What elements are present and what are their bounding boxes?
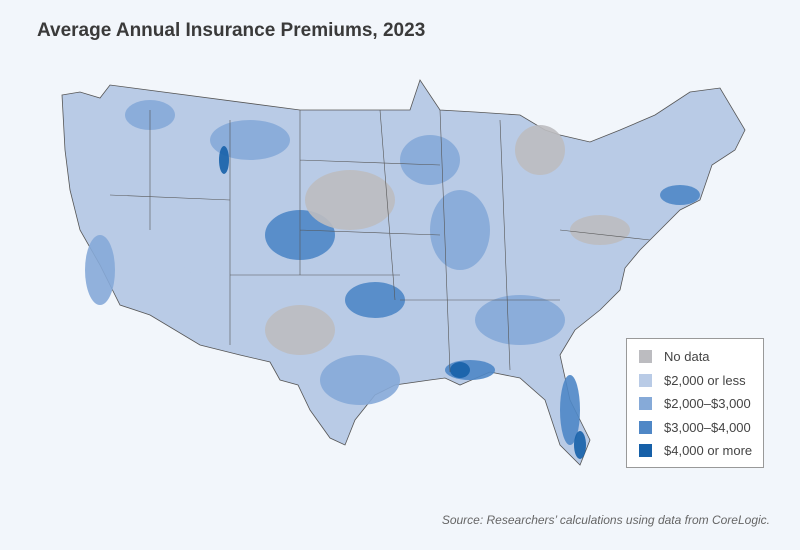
legend-item-no-data: No data [639, 345, 763, 369]
legend-item-4000-or-more: $4,000 or more [639, 439, 763, 463]
map-title: Average Annual Insurance Premiums, 2023 [37, 20, 426, 41]
legend-swatch [639, 397, 652, 411]
legend-label: $2,000–$3,000 [664, 396, 751, 412]
state-borders [109, 109, 651, 373]
legend: No data $2,000 or less $2,000–$3,000 $3,… [626, 338, 764, 468]
legend-swatch [639, 444, 652, 458]
us-outline [61, 79, 746, 466]
source-note: Source: Researchers’ calculations using … [441, 513, 770, 527]
legend-item-3000-4000: $3,000–$4,000 [639, 416, 763, 440]
legend-label: No data [664, 349, 710, 365]
legend-swatch [639, 373, 652, 387]
legend-item-2000-or-less: $2,000 or less [639, 369, 763, 393]
legend-label: $2,000 or less [664, 372, 746, 388]
county-fills [85, 100, 700, 459]
legend-swatch [639, 350, 652, 364]
legend-swatch [639, 420, 652, 434]
legend-label: $3,000–$4,000 [664, 419, 751, 435]
legend-label: $4,000 or more [664, 443, 753, 459]
legend-item-2000-3000: $2,000–$3,000 [639, 392, 763, 416]
